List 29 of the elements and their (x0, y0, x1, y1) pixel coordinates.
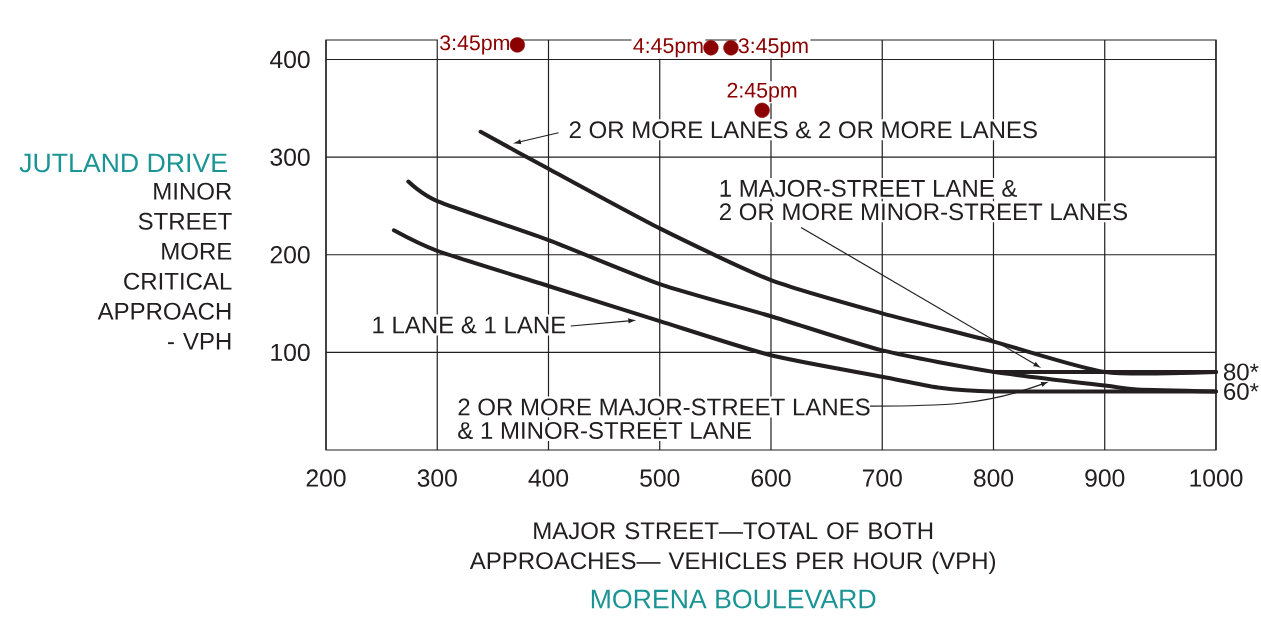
annotation: 1 LANE & 1 LANE (373, 316, 566, 334)
annotation: 2 OR MORE LANES & 2 OR MORE LANES (569, 121, 1037, 139)
x-tick-label: 600 (751, 469, 791, 487)
x-tick-label: 400 (528, 469, 569, 487)
x-tick-label: 500 (640, 469, 680, 487)
annotation: 4:45pm (633, 38, 703, 58)
annotation: 2 OR MORE MINOR-STREET LANES (719, 203, 1128, 221)
annotation: 2:45pm (727, 82, 797, 103)
x-axis-title: MAJOR STREET—TOTAL OF BOTH APPROACHES— VEHICLES PER HOUR (VPH) (469, 522, 996, 574)
text: MORENA BOULEVARD (591, 589, 876, 609)
x-tick-label: 1000 (1190, 469, 1243, 487)
annotation: 1 MAJOR-STREET LANE & (720, 179, 1018, 197)
annotation: 80* (1223, 363, 1259, 381)
annotation: & 1 MINOR-STREET LANE (458, 421, 751, 439)
y-tick-label: 200 (270, 246, 310, 264)
y-tick-label: 100 (271, 343, 310, 362)
y-tick-label: 400 (270, 50, 310, 69)
annotation: 2 OR MORE MAJOR-STREET LANES (458, 398, 870, 416)
annotation: 60* (1224, 382, 1259, 400)
annotation: 3:45pm (440, 35, 509, 55)
x-tick-label: 700 (862, 469, 902, 487)
x-tick-label: 900 (1085, 469, 1125, 487)
annotation: 3:45pm (738, 38, 808, 58)
text: JUTLAND DRIVE (19, 153, 227, 173)
x-tick-label: 200 (306, 469, 346, 487)
x-tick-label: 300 (417, 469, 457, 487)
x-tick-label: 800 (973, 469, 1014, 487)
y-axis-title: MINOR STREET MORE CRITICAL APPROACH - VPH (97, 182, 232, 350)
y-tick-label: 300 (270, 148, 310, 166)
